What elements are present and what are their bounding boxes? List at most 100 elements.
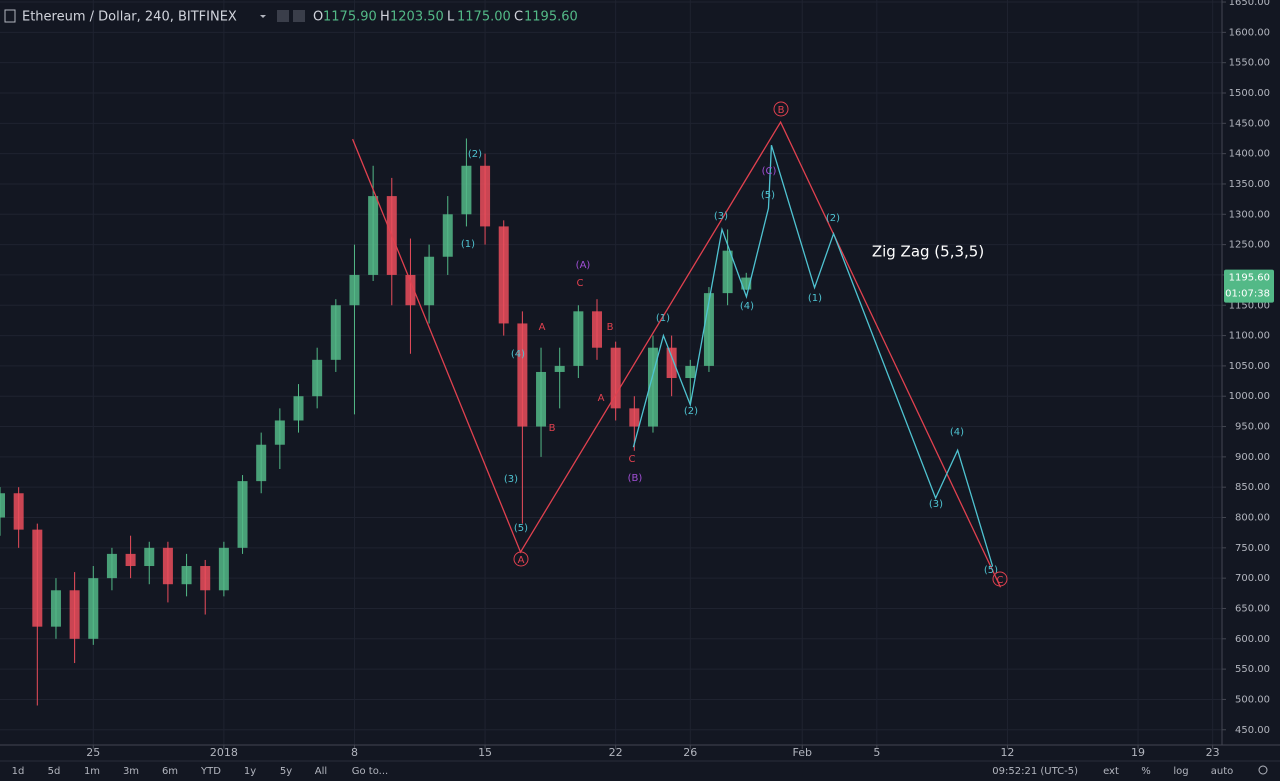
y-tick-label: 650.00 [1235, 603, 1270, 614]
icon[interactable] [277, 10, 289, 22]
candle-body [0, 493, 5, 518]
range-button[interactable]: 6m [162, 766, 178, 777]
y-tick-label: 1600.00 [1229, 27, 1270, 38]
candle-body [685, 365, 696, 379]
symbol[interactable]: Ethereum / Dollar, 240, BITFINEX [22, 10, 237, 25]
range-button[interactable]: 1d [12, 766, 25, 777]
y-tick-label: 500.00 [1235, 694, 1270, 705]
wave-label: (5) [984, 565, 998, 576]
settings-icon[interactable] [1258, 765, 1268, 775]
y-tick-label: 550.00 [1235, 664, 1270, 675]
axes: 450.00 500.00 550.00 600.00 650.00 700.00 750.… [86, 0, 1274, 759]
candle-body [293, 396, 304, 421]
x-tick-label: 12 [1000, 746, 1014, 759]
range-button[interactable]: Go to... [352, 766, 388, 777]
wave-label: (3) [714, 211, 728, 222]
candle-body [13, 493, 24, 530]
y-tick-label: 1550.00 [1229, 58, 1270, 69]
candle-body [200, 566, 211, 591]
candle-body [610, 347, 621, 409]
range-button[interactable]: YTD [200, 766, 221, 777]
candle-body [461, 165, 472, 215]
wave-circle [992, 571, 1008, 587]
ohlc-value: 1203.50 [390, 10, 444, 25]
option-button[interactable]: log [1173, 766, 1188, 777]
candle-body [666, 347, 677, 379]
wave-label: (4) [511, 349, 525, 360]
candle-body [144, 547, 155, 567]
wave-label: (2) [468, 149, 482, 160]
ohlc-key: H [380, 10, 390, 25]
range-button[interactable]: 1m [84, 766, 100, 777]
option-button[interactable]: ext [1103, 766, 1119, 777]
candle-body [312, 359, 323, 397]
x-tick-label: Feb [792, 746, 811, 759]
y-tick-label: 750.00 [1235, 543, 1270, 554]
ohlc-key: L [447, 10, 455, 25]
annotation-text: Zig Zag (5,3,5) [872, 243, 984, 261]
ohlc-value: 1175.00 [457, 10, 511, 25]
range-button[interactable]: 5y [280, 766, 292, 777]
candle-body [218, 547, 229, 591]
y-tick-label: 1000.00 [1229, 391, 1270, 402]
ohlc-value: 1175.90 [323, 10, 377, 25]
candle-body [274, 420, 285, 445]
wave-label: A [539, 322, 546, 333]
wave-label: A [518, 555, 525, 566]
candle-body [256, 444, 267, 482]
candle-body [517, 323, 528, 427]
y-tick-label: 1400.00 [1229, 149, 1270, 160]
ohlc-key: C [514, 10, 523, 25]
candle-body [349, 274, 360, 306]
candle-body [498, 226, 509, 324]
y-tick-label: 600.00 [1235, 634, 1270, 645]
candle-body [405, 274, 416, 306]
header: Ethereum / Dollar, 240, BITFINEX O 1175.9… [4, 9, 578, 25]
clock: 09:52:21 (UTC-5) [992, 766, 1078, 777]
candle-body [592, 311, 603, 348]
symbol-menu[interactable] [260, 15, 266, 18]
ohlc-key: O [313, 10, 323, 25]
y-tick-label: 1650.00 [1229, 0, 1270, 8]
wave-line [632, 144, 994, 567]
range-button[interactable]: All [315, 766, 327, 777]
wave-label: (1) [656, 313, 670, 324]
price-tag [1224, 269, 1274, 303]
y-tick-label: 850.00 [1235, 482, 1270, 493]
collapse-icon[interactable] [4, 9, 16, 23]
x-tick-label: 26 [683, 746, 697, 759]
wave-label: B [607, 322, 614, 333]
option-button[interactable]: % [1141, 766, 1151, 777]
candle-body [106, 553, 117, 579]
price-tag-label: 1195.60 [1229, 273, 1270, 284]
wave-label: C [997, 575, 1004, 586]
wave-label: (5) [514, 523, 528, 534]
range-button[interactable]: 3m [123, 766, 139, 777]
y-tick-label: 1050.00 [1229, 361, 1270, 372]
y-tick-label: 1500.00 [1229, 88, 1270, 99]
wave-label: (2) [684, 406, 698, 417]
wave-label: C [577, 278, 584, 289]
wave-label: (4) [950, 427, 964, 438]
x-tick-label: 2018 [210, 746, 238, 759]
plot: (2) (1) (4) (3) (5) A (A) C A B B A C (B) (1) (2) (3) (4)… [0, 101, 1008, 706]
x-tick-label: 22 [609, 746, 623, 759]
wave-label: A [598, 393, 605, 404]
range-button[interactable]: 1y [244, 766, 256, 777]
wave-label: (1) [461, 239, 475, 250]
candle-body [480, 165, 491, 227]
wave-label: (3) [504, 474, 518, 485]
wave-label: (3) [929, 499, 943, 510]
wave-label: (A) [576, 260, 591, 271]
x-tick-label: 5 [873, 746, 880, 759]
range-button[interactable]: 5d [48, 766, 61, 777]
option-button[interactable]: auto [1211, 766, 1234, 777]
icon[interactable] [293, 10, 305, 22]
candle-body [554, 365, 565, 372]
wave-label: (4) [740, 301, 754, 312]
y-tick-label: 1100.00 [1229, 331, 1270, 342]
candle-body [722, 250, 733, 294]
ohlc-value: 1195.60 [524, 10, 578, 25]
